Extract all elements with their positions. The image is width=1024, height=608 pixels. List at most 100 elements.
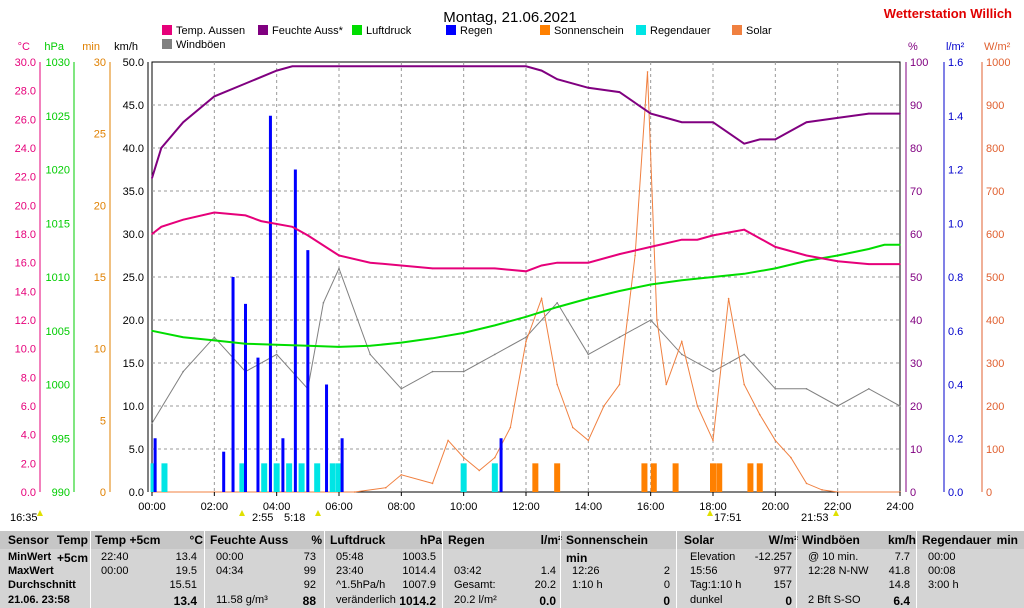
axis-tick-kmh: 35.0 (123, 186, 144, 198)
axis-tick-kmh: 45.0 (123, 100, 144, 112)
stats-column-separator (324, 531, 325, 608)
point-solar (712, 439, 714, 442)
point-feuchte-auss- (275, 69, 278, 72)
stats-hum-value: 99 (303, 565, 316, 577)
point-solar (805, 482, 808, 485)
bar-sonnenschein (554, 463, 561, 492)
legend-label: Sonnenschein (554, 25, 624, 37)
bar-regen (306, 250, 310, 492)
series-regen (153, 115, 503, 492)
point-solar (646, 71, 649, 73)
x-tick-label: 22:00 (824, 501, 852, 513)
stats-header-unit: °C (189, 533, 203, 547)
point-solar (774, 439, 777, 442)
stats-sun-time: 1:10 h (572, 579, 603, 591)
axis-tick-temp: 0.0 (21, 487, 36, 499)
point-luftdruck (307, 345, 309, 347)
bar-regen (222, 451, 226, 492)
point-solar (494, 456, 496, 459)
axis-tick-press: 1010 (46, 272, 70, 284)
point-solar (634, 254, 636, 257)
point-temp-aussen (836, 260, 839, 263)
point-feuchte-auss- (182, 121, 184, 123)
axis-tick-temp: 22.0 (15, 172, 36, 184)
axis-tick-wm2: 800 (986, 143, 1004, 155)
axis-tick-pct: 90 (910, 100, 922, 112)
axis-unit-press: hPa (44, 41, 64, 53)
axis-tick-min: 0 (100, 487, 106, 499)
axis-unit-pct: % (908, 41, 918, 53)
axis-tick-lm2: 1.4 (948, 111, 963, 123)
legend-swatch (636, 25, 646, 35)
axis-tick-temp: 24.0 (15, 143, 36, 155)
axis-tick-lm2: 0.4 (948, 380, 963, 392)
point-windb-en (805, 388, 808, 390)
axis-tick-pct: 30 (910, 358, 922, 370)
x-tick-label: 24:00 (886, 501, 914, 513)
axis-tick-kmh: 25.0 (123, 272, 144, 284)
point-feuchte-auss- (525, 65, 527, 68)
point-feuchte-auss- (681, 121, 683, 123)
point-solar (727, 297, 730, 300)
axis-tick-wm2: 0 (986, 487, 992, 499)
point-luftdruck (836, 254, 839, 257)
legend-item: Solar (732, 25, 772, 37)
point-windb-en (431, 370, 434, 373)
stats-header-unit: Temp +5cm (56, 533, 88, 565)
axis-tick-wm2: 100 (986, 444, 1004, 456)
axis-tick-wm2: 400 (986, 315, 1004, 327)
axis-tick-press: 1015 (46, 218, 70, 230)
stats-header-label: Feuchte Auss (210, 533, 289, 547)
bar-regendauer (150, 463, 157, 492)
x-tick-label: 12:00 (512, 501, 540, 513)
point-solar (743, 383, 745, 386)
axis-tick-wm2: 500 (986, 272, 1004, 284)
stats-raindur-time: 3:00 h (928, 579, 959, 591)
sun-marker (707, 510, 713, 516)
stats-header-unit: W/m² (768, 533, 798, 547)
legend-item: Luftdruck (352, 25, 412, 37)
sun-marker (37, 510, 43, 516)
stats-solar-value: -12.257 (754, 551, 792, 563)
point-windb-en (681, 353, 683, 356)
stats-header-label: Solar (684, 533, 715, 547)
axis-tick-min: 30 (94, 57, 106, 69)
point-feuchte-auss- (307, 65, 309, 68)
point-temp-aussen (494, 267, 496, 270)
point-luftdruck (400, 341, 403, 344)
point-solar (353, 491, 356, 493)
point-temp-aussen (244, 214, 247, 217)
bar-regendauer (314, 463, 321, 492)
bar-regen (231, 277, 235, 492)
point-windb-en (899, 405, 901, 407)
stats-rain-time: 03:42 (454, 565, 482, 577)
stats-temp-time: 22:40 (101, 551, 129, 563)
point-luftdruck (681, 279, 683, 282)
bar-regen (499, 438, 503, 492)
sun-marker (833, 510, 839, 516)
point-windb-en (743, 353, 745, 356)
x-tick-label: 06:00 (325, 501, 353, 513)
point-luftdruck (712, 276, 714, 278)
point-luftdruck (587, 297, 590, 300)
stats-rain-value: 1.4 (540, 565, 556, 577)
point-temp-aussen (712, 234, 714, 237)
point-feuchte-auss- (774, 138, 777, 141)
stats-column-separator (676, 531, 677, 608)
axis-tick-pct: 100 (910, 57, 928, 69)
axis-tick-kmh: 50.0 (123, 57, 144, 69)
axis-tick-temp: 18.0 (15, 229, 36, 241)
legend-swatch (352, 25, 362, 35)
x-tick-label: 02:00 (201, 501, 229, 513)
legend-item: Temp. Aussen (162, 25, 245, 37)
point-luftdruck (774, 267, 777, 270)
point-luftdruck (369, 345, 371, 347)
point-windb-en (400, 388, 403, 390)
stats-temp-value: 19.5 (175, 565, 197, 577)
stats-row-label: 21.06. 23:58 (8, 594, 70, 606)
axis-tick-wm2: 300 (986, 358, 1004, 370)
point-windb-en (556, 302, 558, 304)
bar-regen (256, 357, 260, 492)
point-temp-aussen (868, 263, 870, 265)
stats-header-label: Temp +5cm (95, 533, 161, 547)
